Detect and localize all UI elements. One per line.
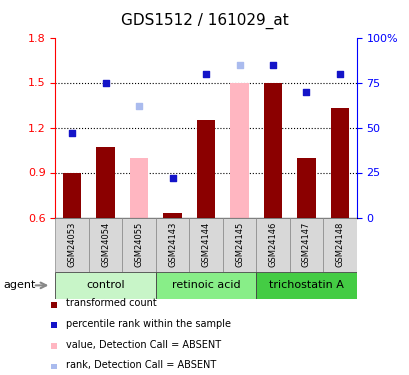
Text: percentile rank within the sample: percentile rank within the sample: [65, 319, 230, 329]
Bar: [222, 217, 256, 272]
Text: GSM24054: GSM24054: [101, 222, 110, 267]
Point: [169, 175, 175, 181]
Bar: [155, 217, 189, 272]
Bar: [263, 82, 281, 218]
Bar: [330, 108, 348, 218]
Text: agent: agent: [3, 280, 36, 290]
Point: [135, 103, 142, 109]
Bar: [55, 217, 89, 272]
Point: [269, 62, 276, 68]
Bar: [155, 272, 256, 299]
Bar: [122, 217, 155, 272]
Bar: [163, 213, 181, 217]
Text: GSM24143: GSM24143: [168, 222, 177, 267]
Point: [102, 80, 109, 86]
Text: retinoic acid: retinoic acid: [171, 280, 240, 290]
Bar: [297, 158, 315, 218]
Text: GSM24148: GSM24148: [335, 222, 344, 267]
Bar: [130, 158, 148, 218]
Text: GSM24055: GSM24055: [134, 222, 143, 267]
Point: [236, 62, 242, 68]
Text: GSM24147: GSM24147: [301, 222, 310, 267]
Bar: [230, 82, 248, 218]
Bar: [63, 172, 81, 217]
Bar: [256, 272, 356, 299]
Bar: [189, 217, 222, 272]
Bar: [322, 217, 356, 272]
Text: value, Detection Call = ABSENT: value, Detection Call = ABSENT: [65, 340, 220, 350]
Text: control: control: [86, 280, 125, 290]
Bar: [196, 120, 215, 218]
Bar: [256, 217, 289, 272]
Point: [336, 70, 342, 76]
Bar: [96, 147, 115, 218]
Bar: [55, 272, 155, 299]
Point: [202, 70, 209, 76]
Bar: [89, 217, 122, 272]
Point: [69, 130, 75, 136]
Text: GSM24053: GSM24053: [67, 222, 76, 267]
Text: GSM24146: GSM24146: [268, 222, 277, 267]
Point: [302, 88, 309, 94]
Text: rank, Detection Call = ABSENT: rank, Detection Call = ABSENT: [65, 360, 215, 370]
Text: GDS1512 / 161029_at: GDS1512 / 161029_at: [121, 13, 288, 29]
Text: GSM24145: GSM24145: [234, 222, 243, 267]
Text: GSM24144: GSM24144: [201, 222, 210, 267]
Text: trichostatin A: trichostatin A: [268, 280, 343, 290]
Text: transformed count: transformed count: [65, 298, 156, 308]
Bar: [289, 217, 322, 272]
